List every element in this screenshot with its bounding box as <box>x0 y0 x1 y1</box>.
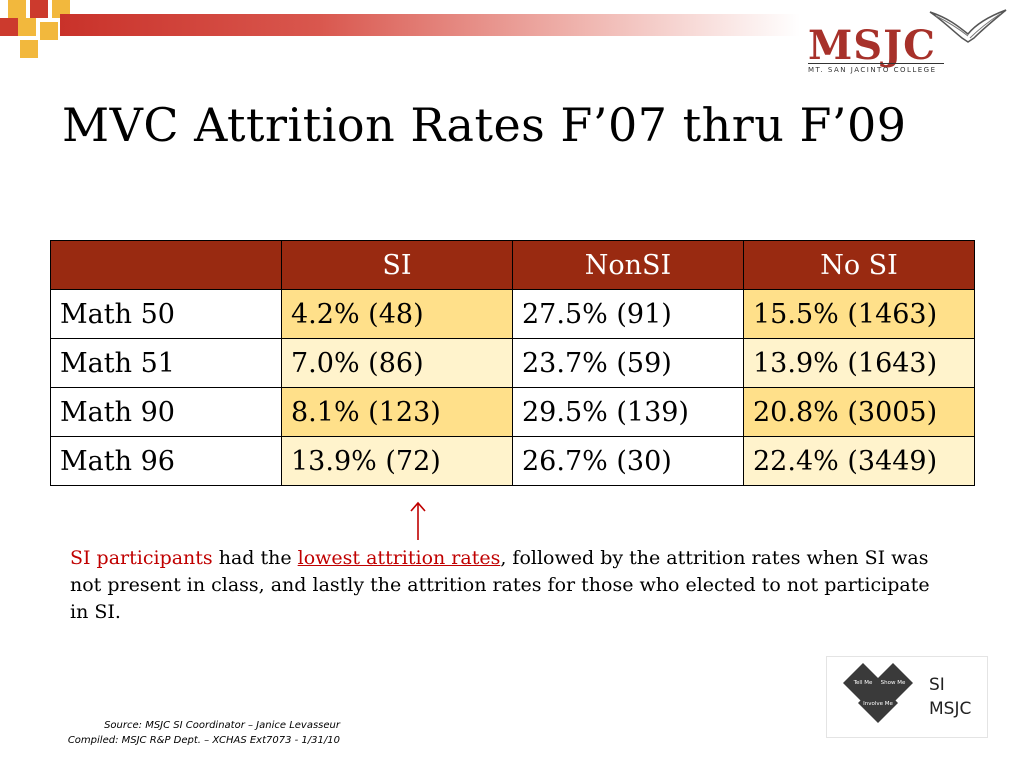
description-text-part: had the <box>212 547 298 569</box>
decor-square-3 <box>52 0 70 18</box>
table-cell-course: Math 51 <box>50 338 282 388</box>
diamond-logo-icon: Tell Me Show Me Involve Me <box>843 663 913 723</box>
table-row: Math 90 8.1% (123) 29.5% (139) 20.8% (30… <box>50 387 975 437</box>
msjc-logo: MSJC MT. SAN JACINTO COLLEGE <box>800 8 1010 80</box>
decor-square-6 <box>40 22 58 40</box>
table-cell-si: 7.0% (86) <box>281 338 513 388</box>
decor-square-1 <box>8 0 26 18</box>
page-title: MVC Attrition Rates F’07 thru F’09 <box>62 98 907 152</box>
table-cell-si: 4.2% (48) <box>281 289 513 339</box>
logo-name: MSJC <box>808 22 936 69</box>
table-cell-course: Math 90 <box>50 387 282 437</box>
source-line: Source: MSJC SI Coordinator – Janice Lev… <box>104 720 340 731</box>
tell-me-label: Tell Me <box>853 680 873 686</box>
table-cell-nosi: 13.9% (1643) <box>743 338 975 388</box>
compiled-line: Compiled: MSJC R&P Dept. – XCHAS Ext7073… <box>67 735 340 746</box>
description-text-rest: , followed by the attrition rates when S… <box>70 547 930 623</box>
table-row: Math 50 4.2% (48) 27.5% (91) 15.5% (1463… <box>50 289 975 339</box>
header-cell-si: SI <box>281 240 513 290</box>
table-row: Math 51 7.0% (86) 23.7% (59) 13.9% (1643… <box>50 338 975 388</box>
table-header-row: SI NonSI No SI <box>50 240 975 290</box>
si-msjc-logo: Tell Me Show Me Involve Me SI MSJC <box>826 656 988 738</box>
description-highlight: SI participants <box>70 547 213 569</box>
si-logo-text: SI <box>929 675 945 695</box>
table-cell-nosi: 22.4% (3449) <box>743 436 975 486</box>
decor-square-5 <box>18 18 36 36</box>
decor-square-2 <box>30 0 48 18</box>
header-cell-nosi: No SI <box>743 240 975 290</box>
table-cell-nosi: 15.5% (1463) <box>743 289 975 339</box>
involve-me-label: Involve Me <box>863 701 893 707</box>
table-cell-si: 8.1% (123) <box>281 387 513 437</box>
table-cell-course: Math 96 <box>50 436 282 486</box>
header-gradient-bar <box>60 14 800 36</box>
attrition-table: SI NonSI No SI Math 50 4.2% (48) 27.5% (… <box>50 240 975 486</box>
logo-subtitle: MT. SAN JACINTO COLLEGE <box>808 66 937 74</box>
table-cell-si: 13.9% (72) <box>281 436 513 486</box>
table-cell-nosi: 20.8% (3005) <box>743 387 975 437</box>
table-row: Math 96 13.9% (72) 26.7% (30) 22.4% (344… <box>50 436 975 486</box>
header-cell-empty <box>50 240 282 290</box>
table-cell-course: Math 50 <box>50 289 282 339</box>
table-cell-nonsi: 29.5% (139) <box>512 387 744 437</box>
msjc-logo-text: MSJC <box>929 699 972 719</box>
table-cell-nonsi: 26.7% (30) <box>512 436 744 486</box>
description-text: SI participants had the lowest attrition… <box>70 545 950 626</box>
source-note: Source: MSJC SI Coordinator – Janice Lev… <box>20 718 340 748</box>
arrow-up-icon <box>410 501 426 540</box>
show-me-label: Show Me <box>881 680 906 686</box>
table-cell-nonsi: 23.7% (59) <box>512 338 744 388</box>
table-cell-nonsi: 27.5% (91) <box>512 289 744 339</box>
decor-square-4 <box>0 18 18 36</box>
decor-square-7 <box>20 40 38 58</box>
eagle-icon <box>929 9 1007 43</box>
description-underlined: lowest attrition rates <box>297 547 501 569</box>
header-cell-nonsi: NonSI <box>512 240 744 290</box>
logo-rule <box>808 63 944 64</box>
